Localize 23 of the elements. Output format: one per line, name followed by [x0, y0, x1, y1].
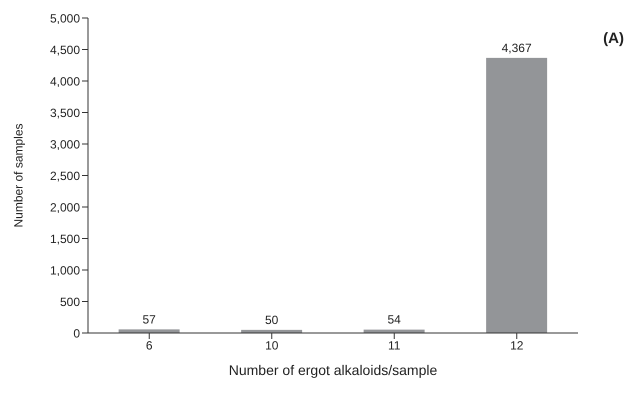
- y-tick-label: 1,000: [50, 263, 80, 278]
- data-label: 57: [142, 312, 156, 326]
- y-tick-label: 2,000: [50, 200, 80, 214]
- y-tick-label: 3,500: [50, 106, 80, 120]
- x-tick-label: 12: [510, 338, 524, 353]
- y-axis-title: Number of samples: [11, 123, 26, 228]
- x-axis-title: Number of ergot alkaloids/sample: [228, 362, 438, 378]
- text: (A): [603, 30, 624, 47]
- y-tick-label: 3,000: [50, 137, 80, 152]
- y-tick-label: 2,500: [50, 168, 80, 183]
- data-label: 4,367: [502, 40, 532, 55]
- y-tick-label: 1,500: [50, 232, 80, 246]
- x-tick-label: 6: [146, 338, 153, 353]
- x-tick-label: 11: [388, 338, 401, 353]
- y-tick-label: 4,500: [50, 42, 80, 57]
- data-label: 54: [387, 312, 402, 327]
- y-tick-label: 4,000: [50, 74, 80, 88]
- bar: [486, 58, 548, 333]
- y-tick-label: 5,000: [50, 11, 80, 26]
- x-tick-label: 10: [265, 338, 279, 353]
- y-tick-label: 0: [73, 326, 80, 340]
- y-tick-label: 500: [60, 294, 80, 309]
- data-label: 50: [264, 312, 279, 327]
